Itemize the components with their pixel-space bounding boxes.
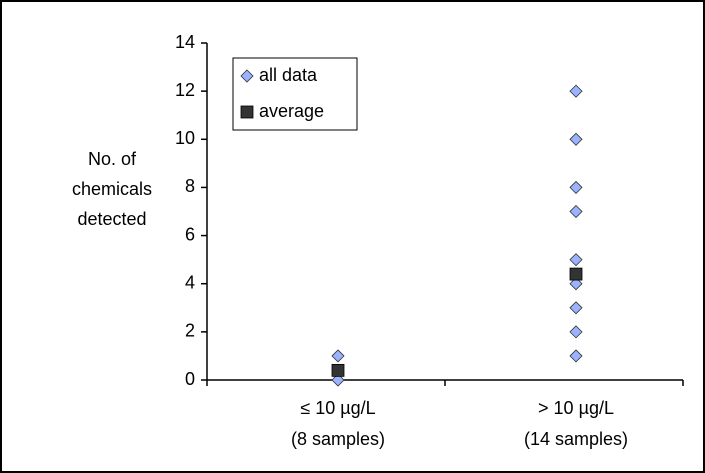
data-point (569, 180, 583, 194)
data-point (569, 301, 583, 315)
y-axis-label: No. of (88, 149, 137, 169)
data-point (569, 84, 583, 98)
y-tick-label: 10 (175, 128, 195, 148)
x-tick-label: > 10 µg/L (538, 398, 614, 418)
x-tick-label: (8 samples) (291, 429, 385, 449)
data-point (569, 132, 583, 146)
y-tick-label: 4 (185, 272, 195, 292)
average-point (331, 363, 345, 377)
x-tick-label: ≤ 10 µg/L (300, 398, 375, 418)
legend-marker (240, 105, 254, 119)
y-tick-label: 14 (175, 32, 195, 52)
data-point (569, 204, 583, 219)
data-point (569, 349, 583, 363)
legend-box (232, 57, 358, 131)
data-point (569, 325, 583, 339)
y-axis-label: chemicals (72, 179, 152, 199)
legend-marker (240, 69, 254, 83)
y-tick-label: 6 (185, 224, 195, 244)
data-point (569, 253, 583, 267)
y-tick-label: 0 (185, 369, 195, 389)
average-point (569, 267, 583, 281)
y-tick-label: 12 (175, 80, 195, 100)
data-point (331, 349, 345, 363)
legend-label: all data (259, 65, 318, 85)
legend-label: average (259, 101, 324, 121)
y-tick-label: 2 (185, 321, 195, 341)
data-point (569, 277, 583, 291)
x-tick-label: (14 samples) (524, 429, 628, 449)
y-tick-label: 8 (185, 176, 195, 196)
data-point (331, 373, 345, 387)
y-axis-label: detected (77, 209, 146, 229)
